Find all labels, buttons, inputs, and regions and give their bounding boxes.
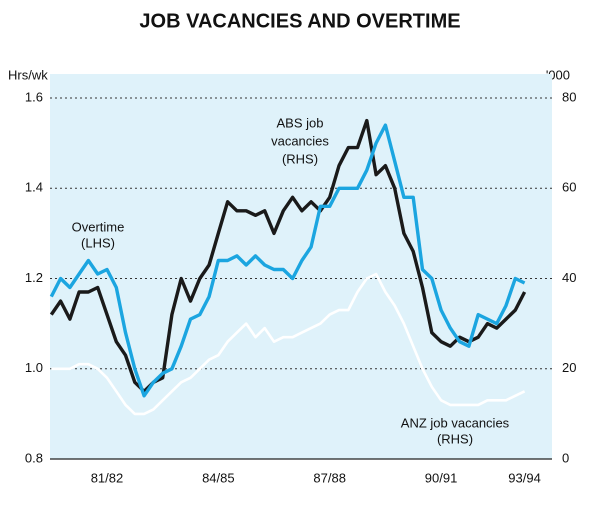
x-tick-label: 81/82 [91,470,124,485]
series-line [51,272,526,416]
x-tick-label: 93/94 [508,470,541,485]
y-tick-label: 1.2 [25,270,43,285]
series-line [49,123,526,398]
y-tick-label: 1.4 [25,180,43,195]
y-tick-label: 1.6 [25,89,43,104]
series-line [49,118,527,393]
y2-tick-label: 20 [562,360,576,375]
x-tick-label: 84/85 [202,470,235,485]
annotation: (RHS) [437,431,473,446]
annotation: Overtime [72,219,125,234]
chart-title: JOB VACANCIES AND OVERTIME [139,10,460,32]
x-tick-label: 90/91 [425,470,458,485]
y-axis-label: Hrs/wk [8,67,48,82]
annotation: ANZ job vacancies [401,415,510,430]
y2-tick-label: 80 [562,89,576,104]
y-tick-label: 0.8 [25,450,43,465]
y2-tick-label: 0 [562,450,569,465]
y-tick-label: 1.0 [25,360,43,375]
y2-tick-label: 60 [562,180,576,195]
y2-tick-label: 40 [562,270,576,285]
plot-background [50,74,552,459]
annotation: (RHS) [282,151,318,166]
annotation: (LHS) [81,235,115,250]
x-tick-label: 87/88 [313,470,346,485]
annotation: vacancies [271,133,329,148]
annotation: ABS job [277,115,324,130]
